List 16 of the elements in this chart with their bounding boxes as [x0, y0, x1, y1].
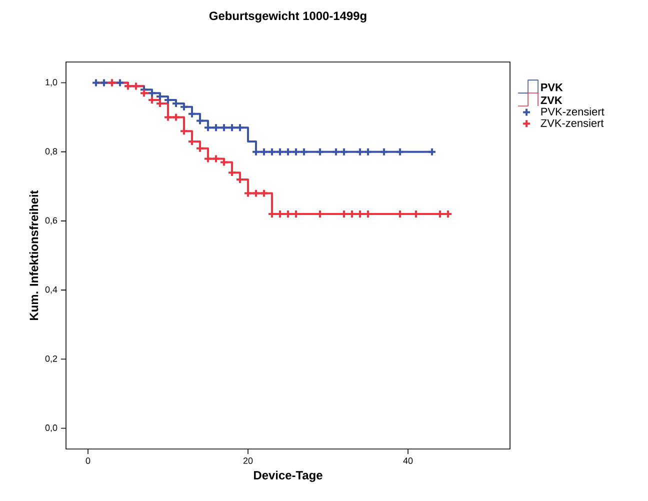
y-tick-label: 0,0 [45, 424, 58, 432]
x-tick-label: 20 [243, 458, 253, 464]
legend-label: PVK-zensiert [541, 107, 604, 116]
legend-label: PVK [541, 84, 563, 92]
x-tick-label: 0 [86, 458, 90, 464]
y-tick-label: 0,4 [45, 286, 58, 294]
x-axis-title: Device-Tage [254, 470, 322, 482]
y-axis-title: Kum. Infektionsfreiheit [29, 190, 38, 320]
legend-label: ZVK [540, 96, 562, 104]
x-tick-label: 40 [403, 458, 413, 464]
y-tick-label: 1,0 [46, 79, 58, 86]
legend-label: ZVK-zensiert [540, 118, 604, 127]
y-tick-label: 0,2 [45, 355, 58, 363]
y-tick-label: 0,6 [45, 217, 58, 225]
chart-title: Geburtsgewicht 1000-1499g [209, 11, 366, 22]
y-tick-label: 0,8 [45, 148, 58, 156]
